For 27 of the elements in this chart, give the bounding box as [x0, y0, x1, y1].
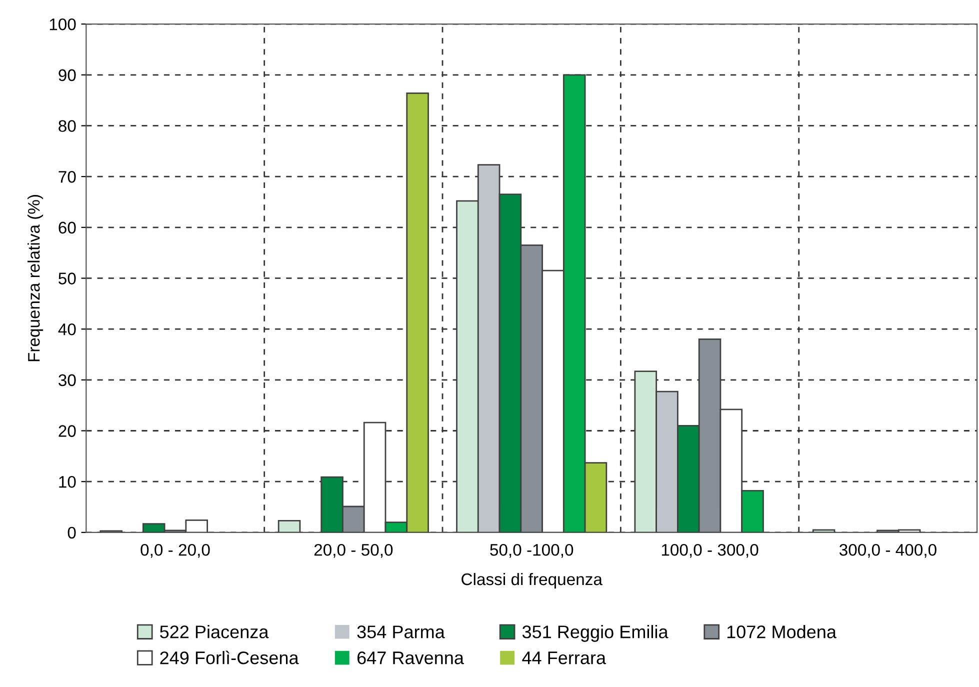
y-tick-label: 60	[58, 222, 76, 234]
y-tick-label: 20	[58, 425, 76, 437]
y-tick-label: 80	[58, 120, 76, 132]
x-tick-label: 100,0 - 300,0	[662, 544, 758, 558]
legend-label: 249 Forlì-Cesena	[160, 650, 299, 664]
y-tick-label: 70	[58, 170, 76, 183]
y-tick-label: 100	[50, 18, 76, 30]
legend-label: 354 Parma	[357, 626, 445, 638]
y-tick-label: 50	[58, 272, 76, 284]
x-tick-label: 50,0 -100,0	[490, 544, 574, 558]
legend-label: 522 Piacenza	[160, 625, 269, 638]
x-tick-label: 300,0 - 400,0	[839, 544, 936, 558]
y-tick-label: 30	[58, 374, 76, 386]
legend-label: 351 Reggio Emilia	[522, 625, 668, 642]
y-axis-title: Frequenza relativa (%)	[28, 194, 44, 362]
bar	[278, 520, 301, 532]
legend-label: 647 Ravenna	[357, 651, 464, 664]
y-tick-label: 10	[59, 476, 76, 488]
legend-label: 44 Ferrara	[522, 652, 606, 664]
bar	[812, 529, 836, 532]
y-tick-label: 0	[68, 526, 76, 539]
x-tick-label: 20,0 - 50,0	[314, 544, 393, 558]
x-tick-label: 0,0 - 20,0	[140, 544, 210, 558]
y-tick-label: 40	[58, 323, 76, 336]
x-axis-title: Classi di frequenza	[462, 572, 602, 588]
y-tick-label: 90	[58, 69, 76, 82]
legend-label: 1072 Modena	[727, 625, 836, 638]
